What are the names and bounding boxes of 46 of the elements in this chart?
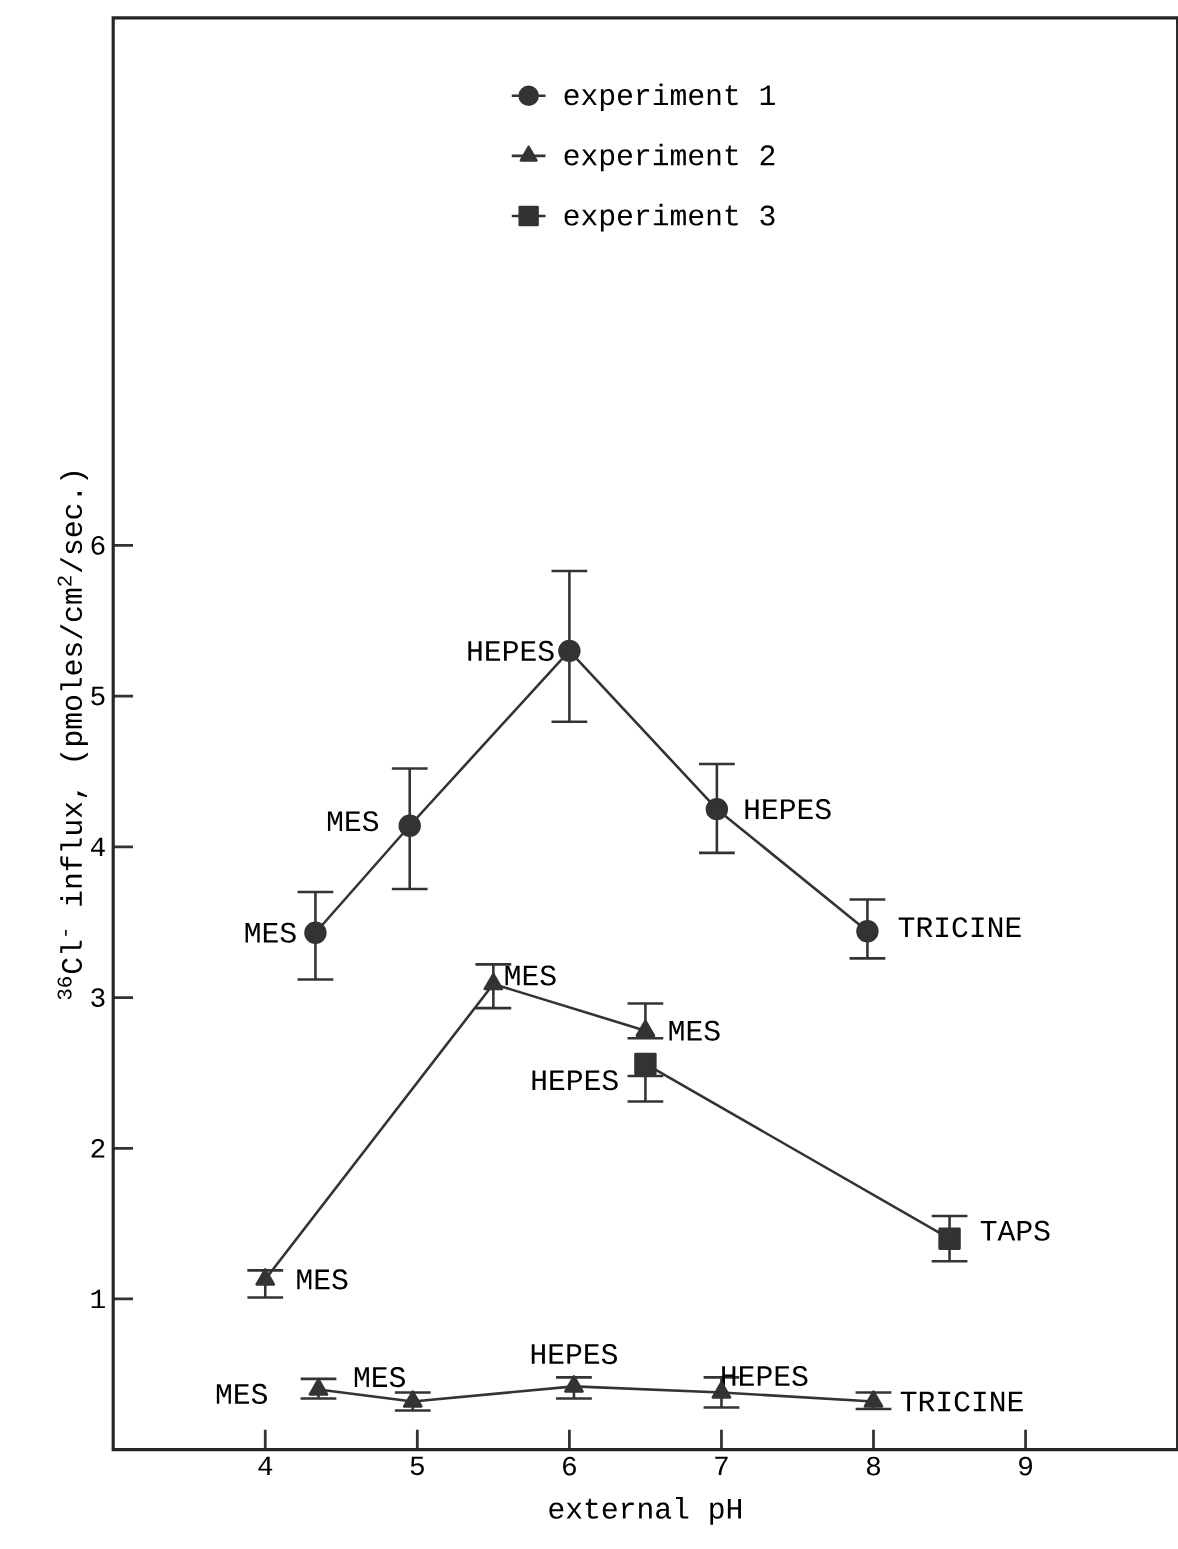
y-tick-label: 4 — [91, 837, 105, 856]
x-tick-label: 8 — [867, 1456, 881, 1476]
point — [938, 1227, 961, 1250]
x-tick-label: 6 — [563, 1456, 577, 1476]
x-axis-title: external pH — [549, 1497, 742, 1525]
y-tick-label: 6 — [91, 536, 105, 555]
annotation: TRICINE — [900, 1391, 1024, 1412]
annotation: MES — [217, 1383, 268, 1404]
annotation: HEPES — [468, 640, 554, 661]
point — [308, 1378, 329, 1396]
annotation: MES — [505, 965, 556, 986]
point — [863, 1390, 884, 1408]
x-tick-label: 7 — [715, 1456, 728, 1475]
point — [634, 1052, 657, 1076]
annotation: HEPES — [531, 1344, 618, 1365]
point — [304, 921, 327, 944]
x-tick-label: 5 — [410, 1456, 425, 1476]
point — [255, 1268, 276, 1286]
point — [398, 814, 422, 837]
annotation: MES — [355, 1367, 406, 1388]
legend-label: experiment 2 — [564, 143, 775, 172]
point — [558, 639, 581, 663]
annotation: MES — [328, 811, 379, 832]
point — [403, 1390, 423, 1408]
y-tick-label: 1 — [91, 1289, 106, 1309]
y-tick-label: 2 — [91, 1139, 105, 1158]
annotation: MES — [245, 922, 296, 943]
legend-label: experiment 1 — [564, 83, 776, 112]
x-tick-label: 9 — [1019, 1456, 1033, 1476]
annotation: MES — [669, 1020, 720, 1041]
y-axis-title: $^{36}$Cl$^{-}$ influx, (pmoles/cm$^{2}$/sec.) — [57, 471, 89, 1000]
annotation: HEPES — [745, 799, 831, 820]
point — [635, 1019, 656, 1037]
annotation: TRICINE — [898, 917, 1021, 938]
annotation: MES — [297, 1269, 348, 1290]
y-tick-label: 5 — [91, 686, 105, 706]
y-tick-label: 3 — [91, 988, 105, 1007]
annotation: HEPES — [532, 1070, 618, 1091]
legend-label: experiment 3 — [564, 203, 775, 232]
point — [483, 972, 504, 991]
point — [564, 1375, 585, 1393]
annotation: TAPS — [981, 1220, 1050, 1241]
point — [856, 920, 879, 943]
annotation: HEPES — [722, 1365, 808, 1387]
point — [705, 797, 729, 821]
x-tick-label: 4 — [258, 1456, 273, 1475]
